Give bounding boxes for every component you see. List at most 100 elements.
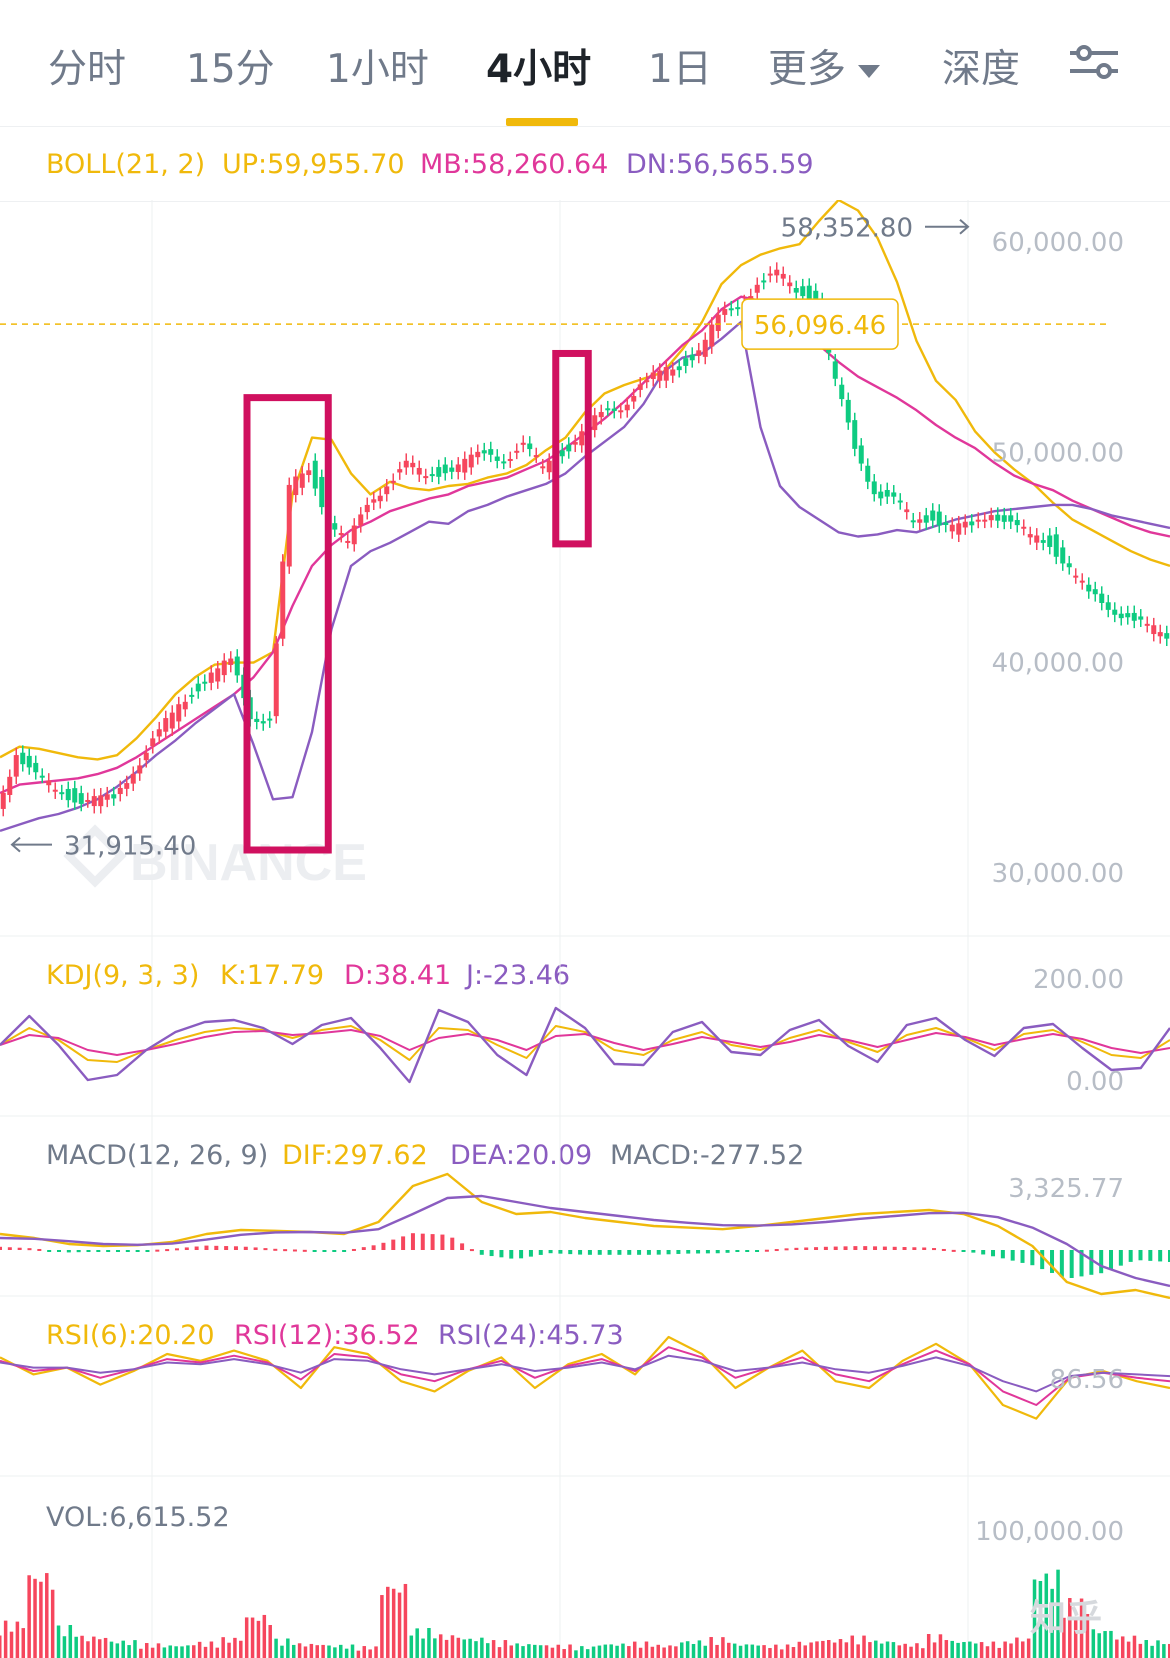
volume-bar bbox=[1015, 1637, 1019, 1658]
candle-body bbox=[221, 660, 227, 676]
tab-depth[interactable]: 深度 bbox=[942, 47, 1021, 92]
volume-bar bbox=[897, 1645, 902, 1658]
candle-body bbox=[572, 442, 578, 445]
candle-body bbox=[988, 515, 994, 521]
volume-bar bbox=[680, 1642, 684, 1658]
kdj-j-line bbox=[0, 1006, 1170, 1084]
volume-bar bbox=[415, 1628, 419, 1658]
candle-body bbox=[455, 464, 461, 473]
volume-bar bbox=[3, 1620, 8, 1658]
volume-bar bbox=[850, 1635, 855, 1658]
candle-body bbox=[1047, 535, 1053, 547]
kdj-d-value: D:38.41 bbox=[344, 960, 452, 991]
candle-body bbox=[462, 458, 468, 473]
macd-hist-bar bbox=[155, 1249, 160, 1252]
macd-hist-bar bbox=[273, 1248, 278, 1251]
volume-bar bbox=[480, 1637, 484, 1658]
tab-15m[interactable]: 15分 bbox=[186, 47, 275, 92]
volume-bar bbox=[544, 1645, 549, 1658]
volume-bar bbox=[491, 1640, 496, 1658]
candle-body bbox=[1040, 540, 1046, 543]
macd-hist-bar bbox=[1128, 1250, 1133, 1262]
macd-hist-bar bbox=[804, 1247, 809, 1250]
volume-bar bbox=[45, 1573, 49, 1658]
tab-1h[interactable]: 1小时 bbox=[326, 47, 429, 92]
volume-bar bbox=[1103, 1631, 1107, 1658]
candle-body bbox=[345, 540, 351, 543]
macd-hist-bar bbox=[774, 1249, 779, 1252]
candle-body bbox=[956, 523, 962, 535]
macd-hist-bar bbox=[833, 1246, 838, 1250]
kdj-params[interactable]: KDJ(9, 3, 3) bbox=[46, 960, 200, 991]
candle-body bbox=[832, 361, 838, 379]
volume-bar bbox=[139, 1648, 143, 1658]
volume-bar bbox=[674, 1646, 678, 1658]
volume-bar bbox=[103, 1637, 108, 1658]
candle-body bbox=[1125, 613, 1131, 618]
active-tab-underline bbox=[506, 118, 578, 126]
macd-hist-bar bbox=[676, 1250, 681, 1254]
macd-hist-bar bbox=[1138, 1250, 1143, 1261]
candle-body bbox=[1001, 515, 1007, 522]
volume-bar bbox=[1068, 1598, 1072, 1658]
tab-4h[interactable]: 4小时 bbox=[486, 47, 592, 92]
volume-bar bbox=[738, 1645, 743, 1658]
macd-hist-bar bbox=[332, 1250, 337, 1252]
macd-hist-bar bbox=[184, 1247, 189, 1250]
candle-body bbox=[150, 738, 156, 747]
volume-bar bbox=[1144, 1640, 1148, 1658]
macd-params[interactable]: MACD(12, 26, 9) bbox=[46, 1140, 269, 1171]
macd-hist-bar bbox=[548, 1250, 553, 1254]
macd-hist-bar bbox=[991, 1250, 996, 1257]
macd-hist-bar bbox=[174, 1248, 179, 1251]
candle-body bbox=[501, 461, 507, 464]
candle-body bbox=[806, 285, 812, 302]
tab-time-share[interactable]: 分时 bbox=[48, 47, 127, 92]
volume-bar bbox=[250, 1617, 255, 1658]
macd-hist-bar bbox=[715, 1250, 720, 1254]
candle-body bbox=[468, 454, 474, 468]
volume-bar bbox=[585, 1649, 590, 1658]
volume-bar bbox=[1126, 1641, 1131, 1658]
candle-body bbox=[507, 458, 513, 461]
macd-hist-bar bbox=[1109, 1250, 1114, 1270]
tab-1d[interactable]: 1日 bbox=[648, 47, 712, 92]
macd-hist-bar bbox=[204, 1245, 209, 1250]
macd-hist-bar bbox=[823, 1246, 828, 1250]
sliders-settings-icon[interactable] bbox=[1068, 44, 1120, 80]
candle-body bbox=[449, 467, 455, 472]
volume-bar bbox=[203, 1646, 208, 1658]
candle-body bbox=[936, 511, 942, 526]
rsi-axis-tick: 86.56 bbox=[1050, 1365, 1124, 1395]
candle-body bbox=[1131, 612, 1137, 621]
volume-bar bbox=[1138, 1643, 1143, 1658]
volume-bar bbox=[503, 1640, 508, 1658]
volume-bar bbox=[403, 1583, 408, 1658]
volume-bar bbox=[433, 1638, 437, 1658]
candle-body bbox=[429, 474, 435, 477]
volume-bar bbox=[909, 1646, 913, 1658]
candle-body bbox=[527, 443, 533, 450]
caret-down-icon bbox=[858, 65, 881, 78]
volume-bar bbox=[133, 1640, 137, 1658]
rsi6-value[interactable]: RSI(6):20.20 bbox=[46, 1320, 215, 1351]
boll-params[interactable]: BOLL(21, 2) bbox=[46, 149, 206, 180]
volume-bar bbox=[597, 1645, 602, 1658]
tab-more[interactable]: 更多 bbox=[768, 38, 881, 94]
volume-bar bbox=[339, 1644, 343, 1658]
candle-body bbox=[793, 288, 799, 293]
volume-bar bbox=[1056, 1569, 1060, 1658]
candle-body bbox=[163, 718, 169, 732]
volume-bar bbox=[321, 1644, 325, 1658]
volume-bar bbox=[668, 1645, 672, 1658]
macd-hist-bar bbox=[342, 1250, 347, 1252]
macd-hist-bar bbox=[784, 1248, 789, 1251]
macd-hist-bar bbox=[450, 1237, 455, 1250]
candle-body bbox=[566, 444, 572, 452]
candle-body bbox=[202, 681, 208, 684]
volume-value[interactable]: VOL:6,615.52 bbox=[46, 1502, 230, 1533]
macd-hist-bar bbox=[912, 1247, 917, 1250]
candle-body bbox=[338, 533, 344, 536]
candle-body bbox=[254, 718, 260, 722]
